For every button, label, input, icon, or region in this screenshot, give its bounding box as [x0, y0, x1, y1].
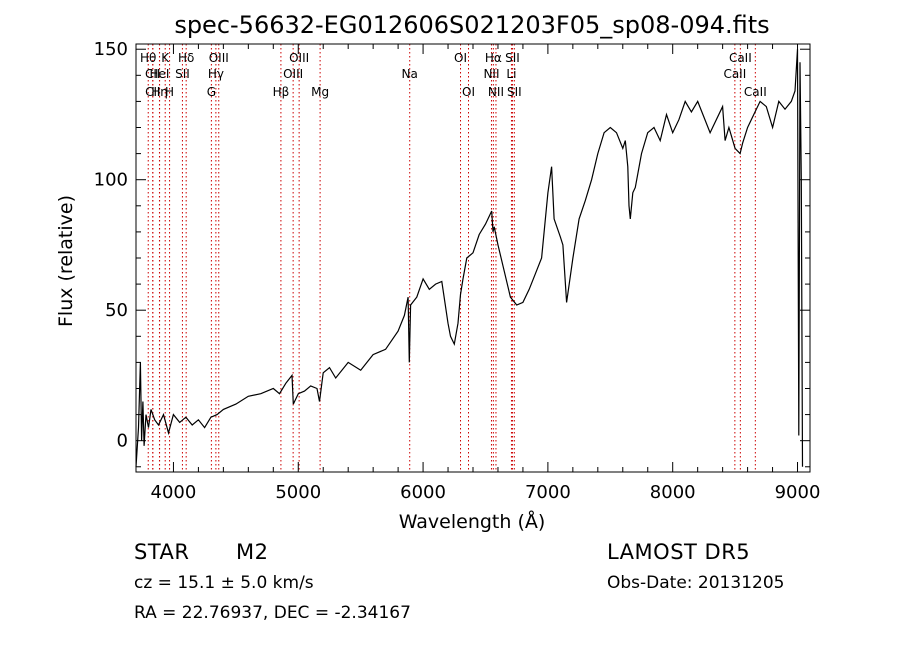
line-marker-label: K [161, 51, 170, 65]
y-tick-label: 50 [105, 300, 128, 321]
line-marker-label: OI [462, 85, 475, 99]
line-marker-label: OIII [289, 51, 309, 65]
line-marker-label: CaII [723, 67, 746, 81]
line-marker-label: SII [507, 85, 522, 99]
spectrum-line [135, 49, 804, 467]
x-tick-label: 8000 [650, 482, 696, 503]
object-class: STAR [134, 540, 190, 564]
obs-date: Obs-Date: 20131205 [607, 573, 785, 593]
x-tick-label: 5000 [275, 482, 321, 503]
line-marker-label: NII [483, 67, 499, 81]
x-tick-label: 4000 [151, 482, 197, 503]
line-marker-label: SII [505, 51, 520, 65]
y-axis-label: Flux (relative) [55, 195, 77, 327]
survey-name: LAMOST DR5 [607, 540, 751, 564]
y-tick-label: 100 [94, 170, 128, 191]
line-marker-label: H [165, 85, 174, 99]
axes: 4000 5000 6000 7000 8000 9000 0 50 100 150 [94, 39, 821, 503]
chart-title: spec-56632-EG012606S021203F05_sp08-094.f… [174, 11, 769, 39]
line-marker-label: G [207, 85, 216, 99]
line-marker-label: CII [145, 67, 160, 81]
line-marker-label: Hβ [273, 85, 290, 99]
line-marker-label: Hθ [140, 51, 156, 65]
line-marker-label: Mg [311, 85, 329, 99]
line-marker-label: OI [454, 51, 467, 65]
line-markers [147, 44, 756, 472]
line-marker-label: OIII [209, 51, 229, 65]
x-tick-label: 9000 [775, 482, 821, 503]
line-marker-label: Na [402, 67, 418, 81]
line-marker-label: Hγ [208, 67, 224, 81]
line-marker-label: CaII [744, 85, 767, 99]
line-marker-label: CII [145, 85, 160, 99]
plot-frame [135, 43, 811, 473]
line-marker-label: Li [506, 67, 516, 81]
coordinates: RA = 22.76937, DEC = -2.34167 [134, 603, 411, 623]
line-marker-label: HeI [149, 67, 169, 81]
line-marker-label: CaII [729, 51, 752, 65]
redshift-line: cz = 15.1 ± 5.0 km/s [134, 573, 314, 593]
x-axis-label: Wavelength (Å) [399, 510, 546, 533]
line-marker-label: Hη [151, 85, 168, 99]
x-tick-label: 7000 [525, 482, 571, 503]
y-tick-label: 150 [94, 39, 128, 60]
line-marker-label: OIII [283, 67, 303, 81]
line-marker-label: Hα [485, 51, 502, 65]
line-marker-label: Hδ [178, 51, 194, 65]
x-tick-label: 6000 [400, 482, 446, 503]
line-marker-label: NII [488, 85, 504, 99]
object-subclass: M2 [236, 540, 269, 564]
line-marker-label: SII [175, 67, 190, 81]
y-tick-label: 0 [117, 431, 128, 452]
